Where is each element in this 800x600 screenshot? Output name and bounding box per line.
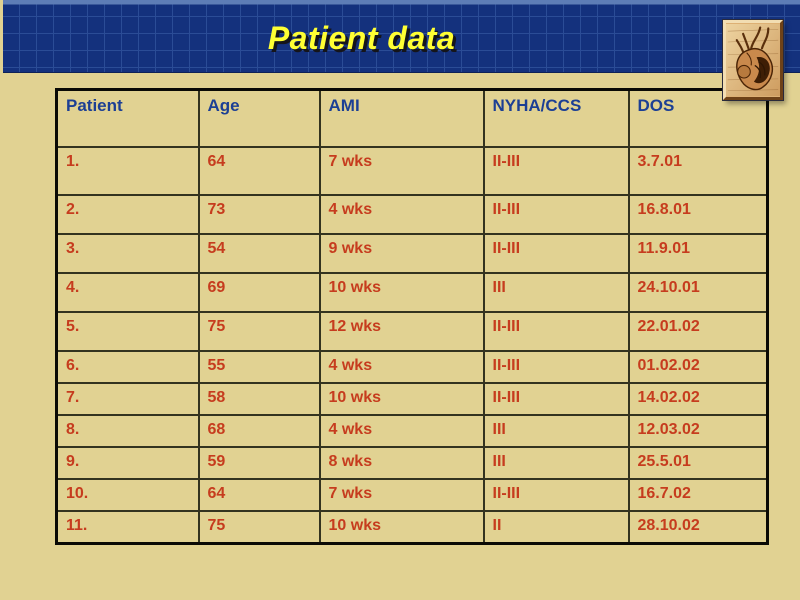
table-cell: 10. bbox=[55, 477, 200, 512]
table-cell: 7. bbox=[55, 381, 200, 416]
table-row: 7. 58 10 wks II-III 14.02.02 bbox=[55, 381, 769, 416]
table-cell: 24.10.01 bbox=[627, 271, 769, 313]
table-cell: II-III bbox=[482, 477, 630, 512]
table-cell: 7 wks bbox=[318, 477, 485, 512]
table-cell: 75 bbox=[197, 509, 321, 545]
table-row: 5. 75 12 wks II-III 22.01.02 bbox=[55, 310, 769, 352]
table-cell: 73 bbox=[197, 193, 321, 235]
table-cell: 01.02.02 bbox=[627, 349, 769, 384]
table-cell: 10 wks bbox=[318, 381, 485, 416]
table-cell: 54 bbox=[197, 232, 321, 274]
table-cell: II-III bbox=[482, 232, 630, 274]
title-banner: Patient data bbox=[3, 0, 800, 73]
table-cell: III bbox=[482, 271, 630, 313]
table-cell: 75 bbox=[197, 310, 321, 352]
table-cell: 55 bbox=[197, 349, 321, 384]
table-cell: II-III bbox=[482, 381, 630, 416]
table-cell: 1. bbox=[55, 145, 200, 196]
table-cell: 59 bbox=[197, 445, 321, 480]
table-cell: 6. bbox=[55, 349, 200, 384]
table-cell: II-III bbox=[482, 310, 630, 352]
table-cell: II bbox=[482, 509, 630, 545]
table-cell: 58 bbox=[197, 381, 321, 416]
table-header: Patient Age AMI NYHA/CCS DOS bbox=[55, 88, 769, 148]
table-cell: 64 bbox=[197, 477, 321, 512]
page-title: Patient data bbox=[267, 19, 456, 56]
table-cell: 4 wks bbox=[318, 413, 485, 448]
heart-icon bbox=[726, 24, 780, 96]
table-cell: 25.5.01 bbox=[627, 445, 769, 480]
table-cell: 10 wks bbox=[318, 509, 485, 545]
table-row: 9. 59 8 wks III 25.5.01 bbox=[55, 445, 769, 480]
table-cell: 64 bbox=[197, 145, 321, 196]
table-cell: 9 wks bbox=[318, 232, 485, 274]
table-row: 4. 69 10 wks III 24.10.01 bbox=[55, 271, 769, 313]
heart-illustration-image bbox=[722, 19, 784, 101]
table-cell: II-III bbox=[482, 193, 630, 235]
table-row: 11. 75 10 wks II 28.10.02 bbox=[55, 509, 769, 545]
table-row: 8. 68 4 wks III 12.03.02 bbox=[55, 413, 769, 448]
table-cell: 2. bbox=[55, 193, 200, 235]
table-cell: 68 bbox=[197, 413, 321, 448]
table-cell: 69 bbox=[197, 271, 321, 313]
table-cell: 7 wks bbox=[318, 145, 485, 196]
table-cell: 4 wks bbox=[318, 349, 485, 384]
table-cell: III bbox=[482, 413, 630, 448]
table-row: 2. 73 4 wks II-III 16.8.01 bbox=[55, 193, 769, 235]
table-cell: 4. bbox=[55, 271, 200, 313]
table-cell: 9. bbox=[55, 445, 200, 480]
table-header-row: Patient Age AMI NYHA/CCS DOS bbox=[55, 88, 769, 148]
table-cell: 16.8.01 bbox=[627, 193, 769, 235]
table-cell: 8 wks bbox=[318, 445, 485, 480]
table-cell: 28.10.02 bbox=[627, 509, 769, 545]
table-cell: 4 wks bbox=[318, 193, 485, 235]
table-cell: 16.7.02 bbox=[627, 477, 769, 512]
table-row: 1. 64 7 wks II-III 3.7.01 bbox=[55, 145, 769, 196]
table-cell: 8. bbox=[55, 413, 200, 448]
table-header-cell: NYHA/CCS bbox=[482, 88, 630, 148]
table-header-cell: Age bbox=[197, 88, 321, 148]
table-cell: 12.03.02 bbox=[627, 413, 769, 448]
table-cell: 22.01.02 bbox=[627, 310, 769, 352]
table-cell: II-III bbox=[482, 349, 630, 384]
table-cell: 14.02.02 bbox=[627, 381, 769, 416]
table-row: 10. 64 7 wks II-III 16.7.02 bbox=[55, 477, 769, 512]
table-header-cell: Patient bbox=[55, 88, 200, 148]
table-cell: 10 wks bbox=[318, 271, 485, 313]
table-cell: 11. bbox=[55, 509, 200, 545]
table-cell: 5. bbox=[55, 310, 200, 352]
table-header-cell: AMI bbox=[318, 88, 485, 148]
table-body: 1. 64 7 wks II-III 3.7.01 2. 73 4 wks II-III 16.8… bbox=[55, 145, 769, 545]
table-row: 6. 55 4 wks II-III 01.02.02 bbox=[55, 349, 769, 384]
table-cell: 3. bbox=[55, 232, 200, 274]
table-cell: 12 wks bbox=[318, 310, 485, 352]
table-cell: 11.9.01 bbox=[627, 232, 769, 274]
table-cell: II-III bbox=[482, 145, 630, 196]
table-cell: 3.7.01 bbox=[627, 145, 769, 196]
table-row: 3. 54 9 wks II-III 11.9.01 bbox=[55, 232, 769, 274]
table-cell: III bbox=[482, 445, 630, 480]
patient-data-table: Patient Age AMI NYHA/CCS DOS 1. 64 7 wks II-III… bbox=[55, 88, 769, 545]
